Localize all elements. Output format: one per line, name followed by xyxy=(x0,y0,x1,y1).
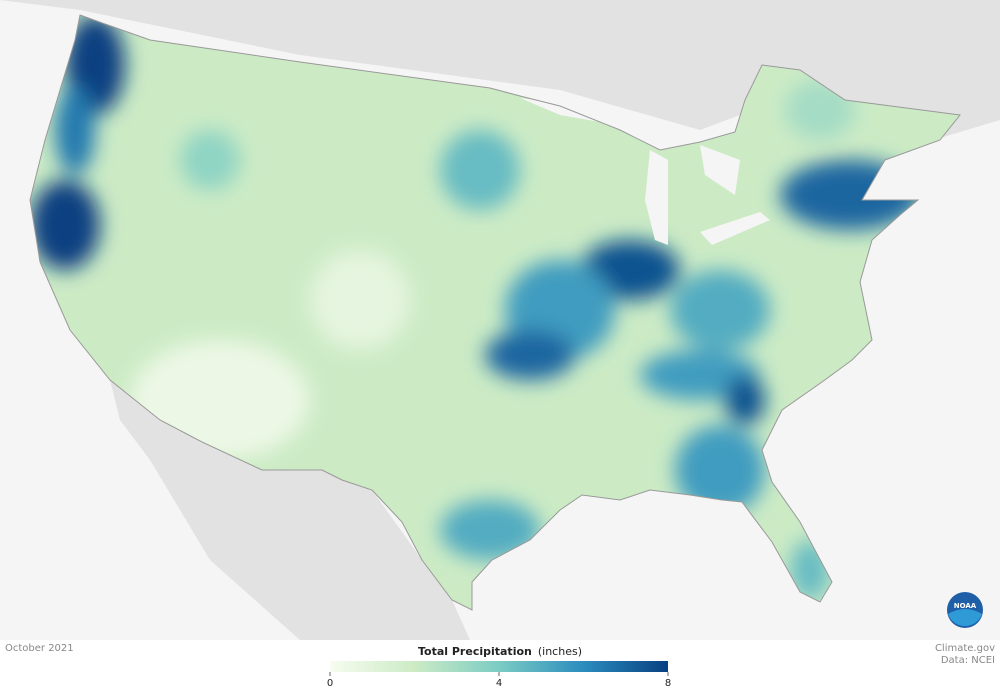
precip-region xyxy=(670,270,770,350)
colorbar xyxy=(330,661,668,672)
legend-title-main: Total Precipitation xyxy=(418,645,532,658)
precip-region xyxy=(485,330,575,380)
precip-region xyxy=(440,500,540,560)
precip-region xyxy=(725,375,765,425)
precip-region xyxy=(310,250,410,350)
lake-michigan xyxy=(645,150,668,245)
source: Data: NCEI xyxy=(941,655,995,666)
lake-superior xyxy=(520,98,640,125)
legend-unit: (inches) xyxy=(538,645,582,658)
colorbar-tick-label: 8 xyxy=(665,678,671,689)
colorbar-tick-label: 0 xyxy=(327,678,333,689)
precip-region xyxy=(440,130,520,210)
mexico-land xyxy=(110,380,470,640)
canada-land xyxy=(0,0,1000,150)
colorbar-tick-label: 4 xyxy=(496,678,502,689)
lake-erie xyxy=(700,212,770,245)
precip-region xyxy=(675,425,765,515)
logo-text: NOAA xyxy=(954,602,977,610)
legend-title: Total Precipitation (inches) xyxy=(418,645,582,658)
date-label: October 2021 xyxy=(5,643,74,654)
lake-huron xyxy=(700,145,740,195)
precip-region xyxy=(180,130,240,190)
credit: Climate.gov xyxy=(935,643,995,654)
precip-region xyxy=(55,85,95,175)
noaa-logo-wave xyxy=(948,609,982,627)
precip-region xyxy=(30,180,100,270)
